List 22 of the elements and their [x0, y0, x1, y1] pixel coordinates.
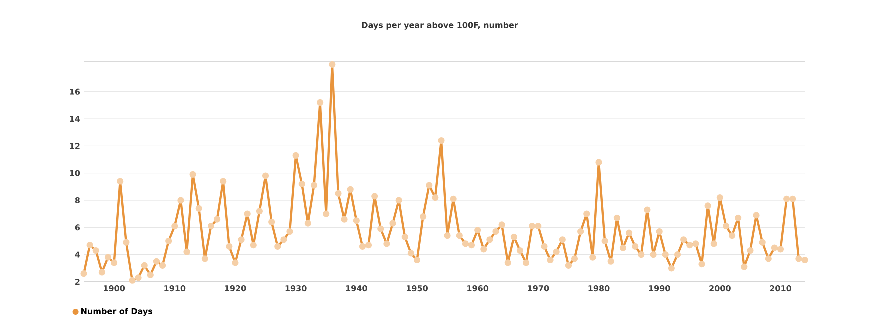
- y-tick-label: 12: [70, 143, 80, 150]
- x-tick-label: 2000: [710, 286, 731, 292]
- y-tick-label: 6: [75, 224, 80, 231]
- x-tick-label: 1980: [588, 286, 610, 292]
- y-tick-label: 14: [70, 116, 80, 122]
- chart-title: Days per year above 100F, number: [362, 22, 518, 30]
- x-tick-label: 1940: [346, 286, 368, 292]
- x-tick-label: 1970: [528, 286, 550, 292]
- x-tick-label: 1950: [407, 286, 428, 292]
- x-tick-label: 1990: [649, 286, 670, 292]
- y-tick-label: 4: [75, 252, 80, 258]
- y-tick-label: 2: [76, 279, 80, 285]
- x-tick-label: 1930: [286, 286, 307, 292]
- legend-label: Number of Days: [82, 308, 153, 316]
- y-tick-label: 8: [75, 197, 80, 204]
- x-tick-label: 1910: [164, 286, 186, 292]
- y-tick-label: 16: [70, 88, 80, 95]
- x-tick-label: 1960: [468, 286, 489, 292]
- x-tick-label: 1920: [225, 286, 246, 292]
- y-tick-label: 10: [70, 170, 80, 176]
- x-tick-label: 1900: [104, 286, 126, 292]
- x-tick-label: 2010: [770, 286, 792, 292]
